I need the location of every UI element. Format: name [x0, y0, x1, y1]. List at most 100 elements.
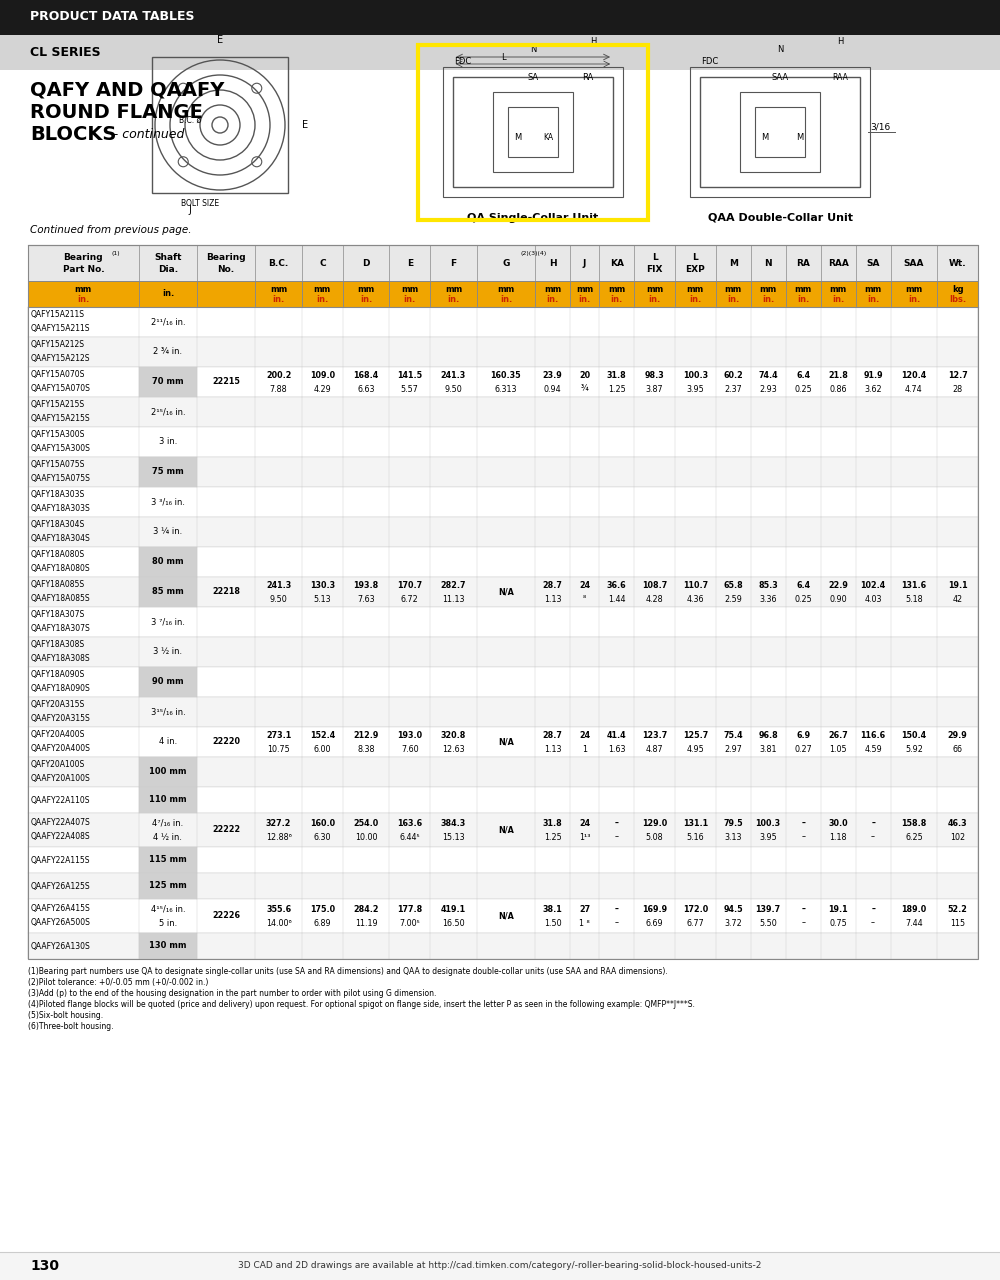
Bar	[418, 45, 648, 220]
Text: in.: in.	[727, 294, 739, 303]
Text: 355.6: 355.6	[266, 905, 291, 914]
Text: 5.50: 5.50	[759, 919, 777, 928]
Text: QAFY18A307S: QAFY18A307S	[31, 611, 85, 620]
Text: 3 ½ in.: 3 ½ in.	[153, 648, 182, 657]
Text: in.: in.	[832, 294, 844, 303]
Text: 75 mm: 75 mm	[152, 467, 184, 476]
Bar	[139, 457, 197, 486]
Text: QAAFY20A400S: QAAFY20A400S	[31, 745, 91, 754]
Text: QAFY18A080S: QAFY18A080S	[31, 550, 85, 559]
Text: 22222: 22222	[212, 826, 240, 835]
Text: –: –	[615, 905, 619, 914]
Text: (3)Add (p) to the end of the housing designation in the part number to order wit: (3)Add (p) to the end of the housing des…	[28, 989, 436, 998]
Text: 42: 42	[953, 594, 963, 603]
Text: 130: 130	[30, 1260, 59, 1274]
Bar	[28, 873, 978, 899]
Text: 3.87: 3.87	[646, 384, 663, 393]
Text: BOLT SIZE: BOLT SIZE	[181, 198, 219, 207]
Text: (1)Bearing part numbers use QA to designate single-collar units (use SA and RA d: (1)Bearing part numbers use QA to design…	[28, 966, 668, 975]
Text: QAAFY18A304S: QAAFY18A304S	[31, 535, 91, 544]
Text: 1.44: 1.44	[608, 594, 625, 603]
Text: 102.4: 102.4	[860, 581, 886, 590]
Text: RAA: RAA	[832, 73, 848, 82]
Text: 241.3: 241.3	[266, 581, 291, 590]
Text: 2.59: 2.59	[724, 594, 742, 603]
Text: BLOCKS: BLOCKS	[30, 124, 116, 143]
Bar	[139, 547, 197, 577]
Text: 284.2: 284.2	[353, 905, 379, 914]
Text: – continued: – continued	[108, 128, 184, 141]
Text: QAFY AND QAAFY: QAFY AND QAAFY	[30, 81, 224, 100]
Text: 5.92: 5.92	[905, 745, 923, 754]
Text: 3/16: 3/16	[870, 123, 890, 132]
Text: 7.60: 7.60	[401, 745, 419, 754]
Text: 5.13: 5.13	[314, 594, 331, 603]
Bar	[28, 667, 978, 698]
Text: 7.88: 7.88	[270, 384, 287, 393]
Text: 0.86: 0.86	[829, 384, 847, 393]
Text: QAAFY22A408S: QAAFY22A408S	[31, 832, 91, 841]
Bar	[0, 35, 1000, 70]
Bar	[28, 698, 978, 727]
Text: kg: kg	[952, 284, 963, 293]
Bar	[690, 67, 870, 197]
Text: in.: in.	[797, 294, 809, 303]
Bar	[28, 244, 978, 959]
Text: 1.05: 1.05	[829, 745, 847, 754]
Text: B.C. ø: B.C. ø	[179, 115, 201, 124]
Text: ¾: ¾	[581, 384, 588, 393]
Text: QAFY15A211S: QAFY15A211S	[31, 311, 85, 320]
Text: in.: in.	[447, 294, 460, 303]
Text: 27: 27	[579, 905, 590, 914]
Text: QAFY18A303S: QAFY18A303S	[31, 490, 85, 499]
Text: mm: mm	[760, 284, 777, 293]
Text: N/A: N/A	[498, 737, 514, 746]
Text: FDC: FDC	[454, 58, 472, 67]
Text: 9.50: 9.50	[445, 384, 462, 393]
Text: 91.9: 91.9	[863, 370, 883, 379]
Text: 21.8: 21.8	[828, 370, 848, 379]
Text: mm: mm	[646, 284, 663, 293]
Text: Bearing: Bearing	[206, 253, 246, 262]
Text: 320.8: 320.8	[441, 731, 466, 740]
Text: mm: mm	[608, 284, 625, 293]
Text: QAAFY15A070S: QAAFY15A070S	[31, 384, 91, 393]
Text: RA: RA	[796, 259, 810, 268]
Text: Dia.: Dia.	[158, 265, 178, 274]
Text: 9.50: 9.50	[270, 594, 287, 603]
Text: 6.4: 6.4	[796, 581, 810, 590]
Text: 123.7: 123.7	[642, 731, 667, 740]
Text: 152.4: 152.4	[310, 731, 335, 740]
Text: 4.87: 4.87	[646, 745, 663, 754]
Text: mm: mm	[445, 284, 462, 293]
Text: –: –	[871, 905, 875, 914]
Text: mm: mm	[795, 284, 812, 293]
Text: 0.94: 0.94	[544, 384, 561, 393]
Text: 282.7: 282.7	[441, 581, 466, 590]
Text: 169.9: 169.9	[642, 905, 667, 914]
Text: Wt.: Wt.	[949, 259, 966, 268]
Text: in.: in.	[162, 289, 174, 298]
Text: in.: in.	[762, 294, 774, 303]
Text: ROUND FLANGE: ROUND FLANGE	[30, 102, 203, 122]
Text: QAFY20A315S: QAFY20A315S	[31, 700, 85, 709]
Text: 100 mm: 100 mm	[149, 768, 187, 777]
Text: QAA Double-Collar Unit: QAA Double-Collar Unit	[708, 212, 852, 223]
Text: 100.3: 100.3	[756, 818, 781, 827]
Text: FDC: FDC	[701, 58, 719, 67]
Text: M: M	[796, 133, 804, 142]
Text: 4.95: 4.95	[686, 745, 704, 754]
Text: 36.6: 36.6	[607, 581, 626, 590]
Text: mm: mm	[401, 284, 418, 293]
Text: QAFY20A100S: QAFY20A100S	[31, 760, 85, 769]
Text: mm: mm	[725, 284, 742, 293]
Text: QAFY20A400S: QAFY20A400S	[31, 731, 85, 740]
Text: Part No.: Part No.	[63, 265, 104, 274]
Text: 116.6: 116.6	[861, 731, 886, 740]
Text: 6.313: 6.313	[495, 384, 517, 393]
Text: H: H	[549, 259, 556, 268]
Text: 115: 115	[950, 919, 965, 928]
Text: 90 mm: 90 mm	[152, 677, 184, 686]
Text: QAFY15A070S: QAFY15A070S	[31, 370, 85, 379]
Text: 16.50: 16.50	[442, 919, 465, 928]
